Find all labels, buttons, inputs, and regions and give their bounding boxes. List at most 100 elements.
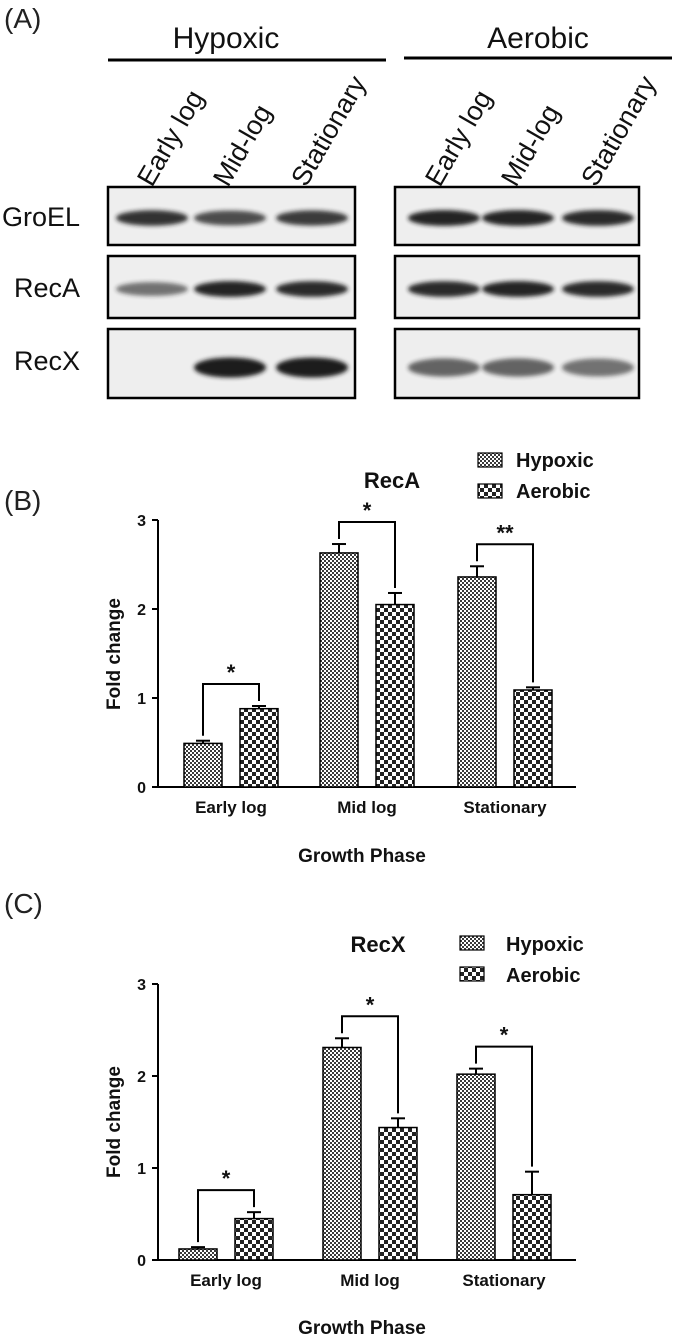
significance-bracket — [341, 1015, 399, 1114]
y-tick-label: 2 — [137, 1069, 146, 1086]
band — [276, 357, 348, 378]
chart-reca: RecA Hypoxic Aerobic 0 1 2 3 * Early log * Mid … — [104, 450, 594, 867]
blot-panel-recx-hypoxic — [106, 327, 357, 400]
bar-hypoxic-0 — [183, 742, 223, 788]
bar-hypoxic-2 — [456, 1073, 496, 1261]
band — [276, 281, 348, 297]
significance-label: * — [363, 498, 372, 523]
band — [194, 210, 266, 226]
bar-aerobic-2 — [512, 1193, 552, 1261]
membrane-border — [106, 327, 357, 400]
y-tick-label: 0 — [137, 1253, 146, 1270]
bar-hypoxic-1 — [322, 1046, 362, 1261]
membrane-border — [106, 185, 357, 247]
blot-header-aerobic: Aerobic — [404, 22, 672, 60]
y-tick-label: 0 — [137, 780, 146, 797]
x-axis-label: Growth Phase — [298, 846, 426, 867]
band — [482, 281, 554, 297]
lane-label-hyp-early: Early log — [131, 85, 210, 191]
chart-title: RecX — [350, 932, 405, 957]
blot-membranes — [106, 185, 641, 400]
bar-aerobic-1 — [375, 603, 415, 788]
band — [562, 358, 634, 377]
plot-area: 0 1 2 3 * Early log * Mid log ** Stationary — [137, 498, 576, 817]
band — [194, 357, 266, 378]
y-tick-label: 3 — [137, 513, 146, 530]
x-tick-label: Stationary — [463, 798, 547, 817]
band — [408, 358, 480, 377]
significance-label: * — [366, 992, 375, 1017]
membrane-border — [106, 254, 357, 320]
band — [482, 210, 554, 226]
plot-area: 0 1 2 3 * Early log * Mid log * Stationary — [137, 977, 576, 1290]
protein-label-reca: RecA — [14, 273, 80, 303]
band — [482, 358, 554, 377]
band — [116, 282, 188, 296]
membrane-border — [393, 185, 641, 247]
lane-labels: Early log Mid-log Stationary Early log M… — [131, 70, 662, 191]
chart-recx: RecX Hypoxic Aerobic 0 1 2 3 * Early log * Mid … — [104, 932, 584, 1339]
significance-label: * — [222, 1166, 231, 1191]
protein-label-recx: RecX — [14, 346, 80, 376]
blot-panel-reca-aerobic — [393, 254, 641, 320]
protein-labels: GroEL RecA RecX — [2, 202, 80, 376]
x-tick-label: Mid log — [340, 1271, 399, 1290]
x-tick-label: Stationary — [462, 1271, 546, 1290]
legend-swatch-hypoxic — [459, 935, 485, 951]
legend-label-hypoxic: Hypoxic — [516, 450, 594, 472]
legend-label-aerobic: Aerobic — [506, 965, 580, 987]
blot-panel-groel-aerobic — [393, 185, 641, 247]
legend-swatch-hypoxic — [477, 452, 503, 468]
blot-panel-groel-hypoxic — [106, 185, 357, 247]
chart-title: RecA — [364, 468, 420, 493]
y-tick-label: 1 — [137, 1161, 146, 1178]
condition-label-aerobic: Aerobic — [487, 22, 589, 55]
significance-bracket — [202, 683, 260, 736]
bar-aerobic-2 — [513, 689, 553, 788]
legend: Hypoxic Aerobic — [459, 934, 584, 987]
panel-a-label: (A) — [4, 3, 41, 34]
significance-label: * — [500, 1023, 509, 1048]
x-axis-label: Growth Phase — [298, 1318, 426, 1339]
legend-swatch-aerobic — [477, 483, 503, 499]
band — [194, 281, 266, 297]
blot-panel-reca-hypoxic — [106, 254, 357, 320]
band — [408, 210, 480, 226]
lane-label-aer-early: Early log — [419, 85, 498, 191]
bar-hypoxic-2 — [457, 576, 497, 788]
legend-label-aerobic: Aerobic — [516, 481, 590, 503]
membrane-border — [393, 254, 641, 320]
membrane-border — [393, 327, 641, 400]
lane-label-aer-mid: Mid-log — [495, 99, 565, 191]
x-tick-label: Mid log — [337, 798, 396, 817]
y-tick-label: 3 — [137, 977, 146, 994]
significance-label: ** — [496, 520, 514, 545]
blot-panel-recx-aerobic — [393, 327, 641, 400]
lane-label-hyp-mid: Mid-log — [207, 99, 277, 191]
significance-label: * — [227, 660, 236, 685]
bar-aerobic-0 — [239, 707, 279, 788]
significance-bracket — [197, 1189, 255, 1243]
band — [408, 281, 480, 297]
blot-header-hypoxic: Hypoxic — [108, 22, 386, 62]
legend-label-hypoxic: Hypoxic — [506, 934, 584, 956]
lane-label-aer-stat: Stationary — [575, 70, 662, 191]
band — [116, 210, 188, 226]
y-axis-label: Fold change — [104, 598, 125, 710]
x-tick-label: Early log — [195, 798, 267, 817]
bar-hypoxic-0 — [178, 1248, 218, 1261]
legend-swatch-aerobic — [459, 966, 485, 982]
x-tick-label: Early log — [190, 1271, 262, 1290]
significance-bracket — [338, 521, 396, 588]
significance-bracket — [475, 1045, 533, 1167]
panel-b-label: (B) — [4, 485, 41, 516]
significance-bracket — [476, 543, 534, 683]
bar-aerobic-0 — [234, 1217, 274, 1261]
y-tick-label: 2 — [137, 602, 146, 619]
bar-aerobic-1 — [378, 1126, 418, 1261]
legend: Hypoxic Aerobic — [477, 450, 594, 503]
y-tick-label: 1 — [137, 691, 146, 708]
condition-label-hypoxic: Hypoxic — [173, 22, 280, 55]
y-axis-label: Fold change — [104, 1066, 125, 1178]
